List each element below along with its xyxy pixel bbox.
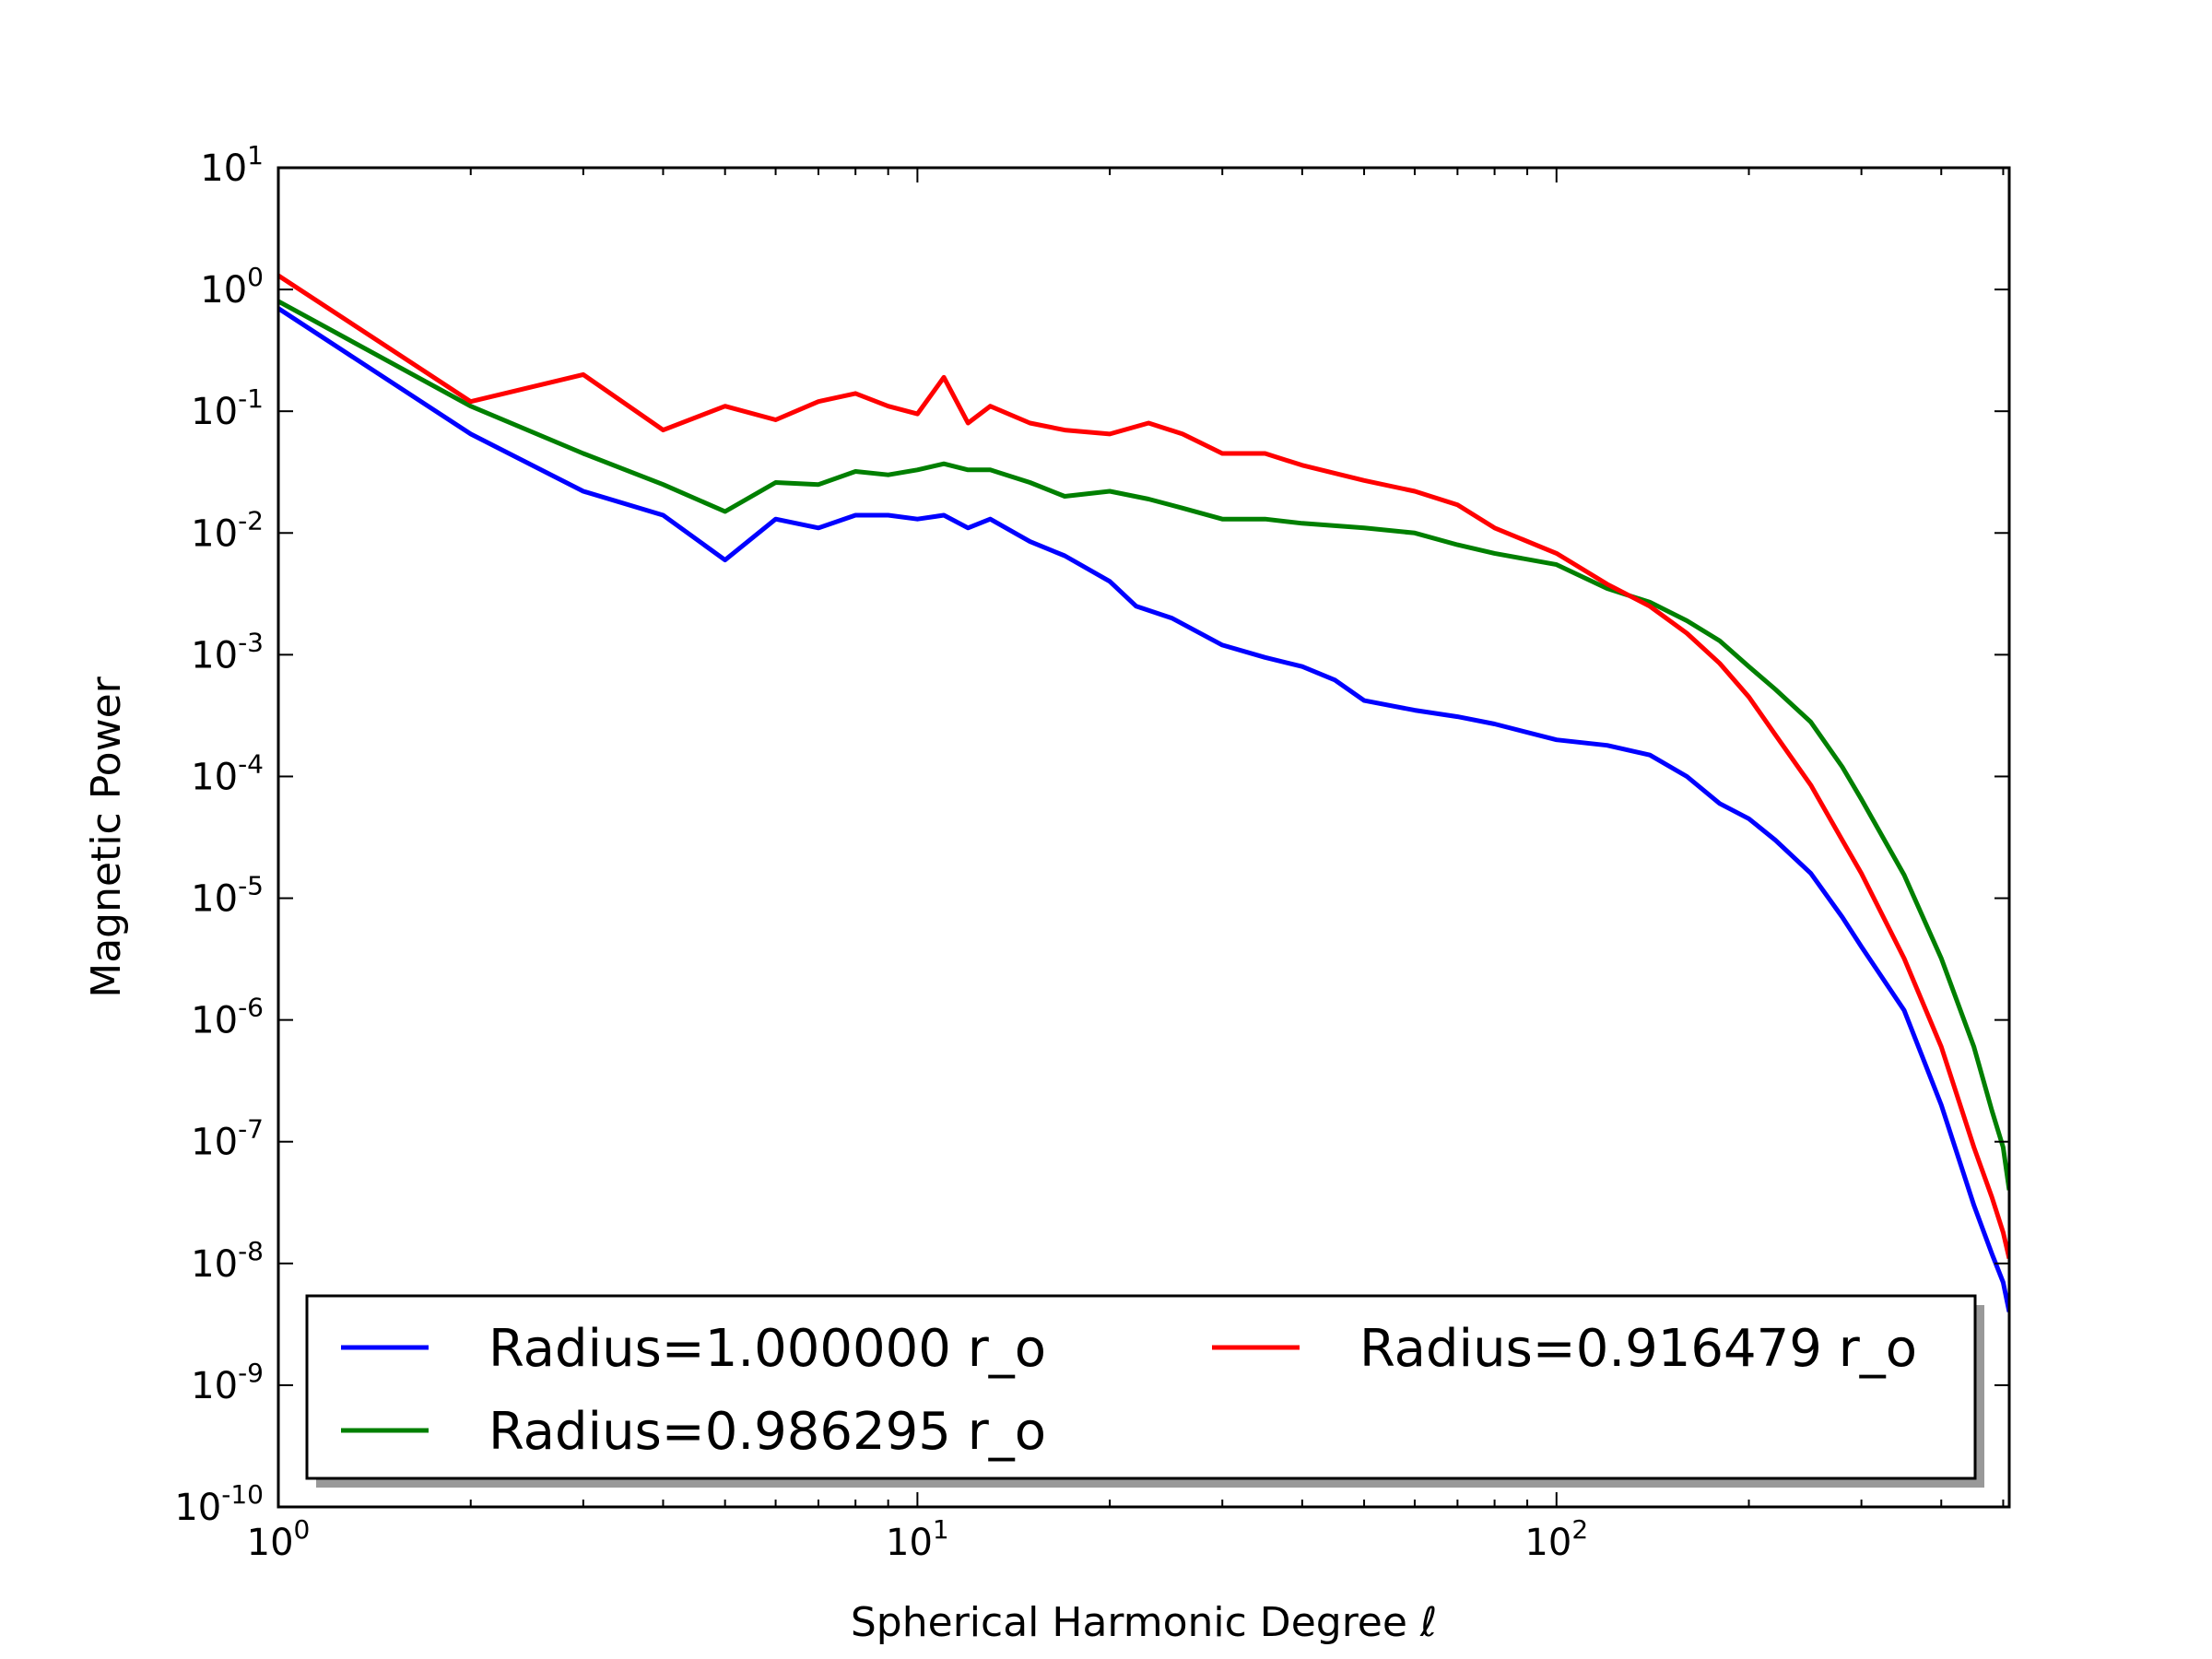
y-axis-title: Magnetic Power: [83, 676, 130, 997]
legend-box: [305, 1294, 1977, 1480]
y-tick-label: 10-5: [191, 871, 264, 921]
x-tick-label: 101: [886, 1514, 949, 1564]
y-tick-label: 100: [200, 262, 264, 312]
x-tick-label: 100: [247, 1514, 311, 1564]
y-tick-label: 101: [200, 140, 264, 190]
series-line-3: [278, 273, 2009, 1259]
series-line-1: [278, 306, 2009, 1312]
legend-label-2: Radius=0.986295 r_o: [488, 1402, 1046, 1462]
plot-area: [278, 273, 2009, 1312]
legend: Radius=1.000000 r_o Radius=0.986295 r_o Ra…: [305, 1294, 1984, 1488]
y-tick-label: 10-2: [191, 505, 264, 555]
y-tick-label: 10-9: [191, 1358, 264, 1407]
y-tick-label: 10-4: [191, 748, 264, 798]
y-tick-label: 10-1: [191, 383, 264, 433]
plot-frame: [276, 166, 2011, 1509]
series-group: [278, 273, 2009, 1312]
y-tick-label: 10-6: [191, 993, 264, 1042]
axis-ticks: 100 101 102 101 100 10-1 10-2 10-3 10-4 10-5 10-6 1…: [174, 140, 2009, 1564]
x-axis-title: Spherical Harmonic Degree ℓ: [851, 1599, 1437, 1646]
legend-label-3: Radius=0.916479 r_o: [1359, 1319, 1917, 1379]
y-tick-label: 10-7: [191, 1114, 264, 1164]
y-tick-label: 10-8: [191, 1236, 264, 1286]
series-line-2: [278, 299, 2009, 1191]
y-tick-label: 10-3: [191, 627, 264, 677]
legend-label-1: Radius=1.000000 r_o: [488, 1319, 1046, 1379]
y-tick-label: 10-10: [174, 1479, 264, 1529]
x-tick-label: 102: [1524, 1514, 1588, 1564]
